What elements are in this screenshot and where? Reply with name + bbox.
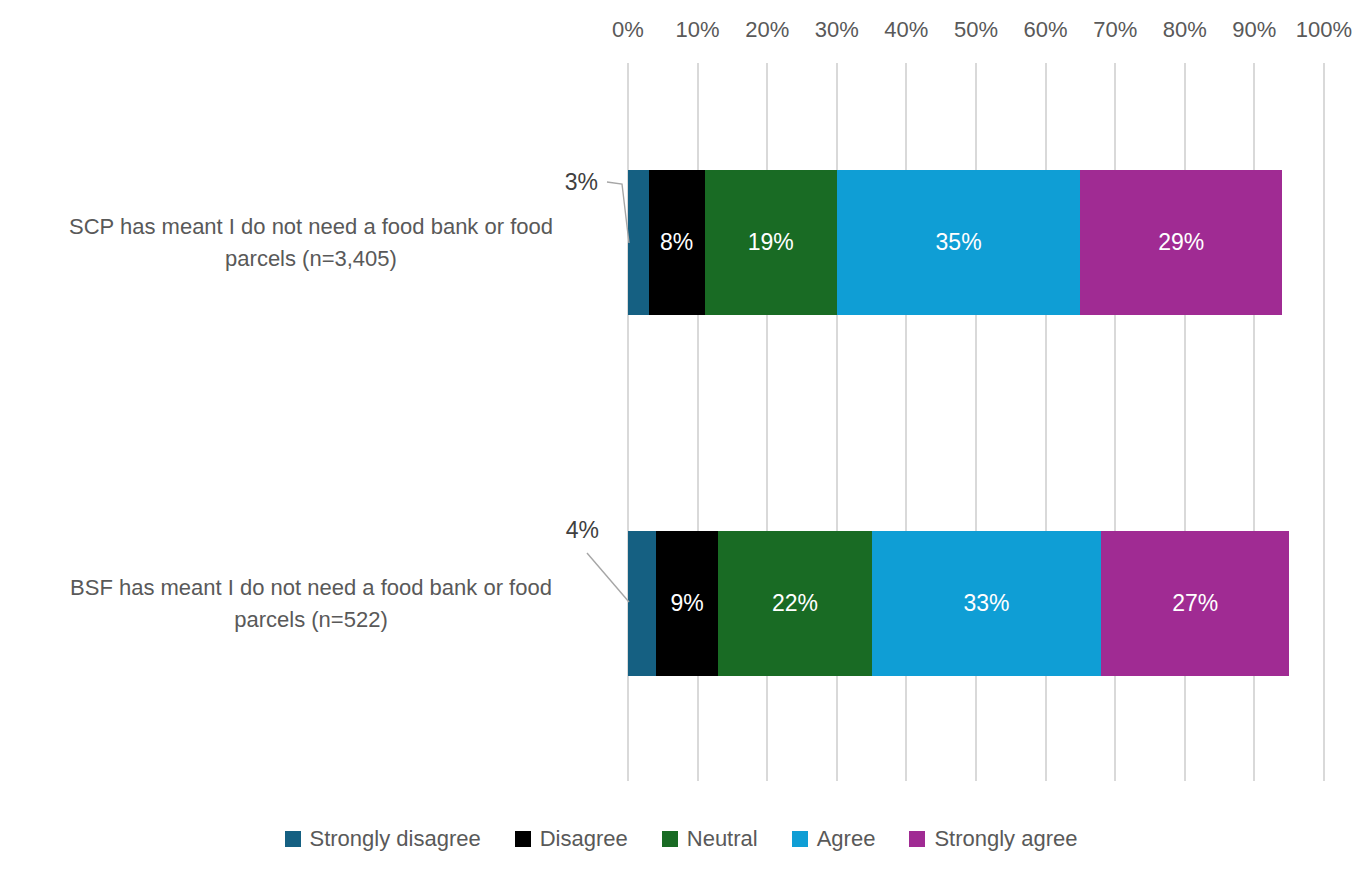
legend-item-strongly-agree: Strongly agree	[909, 826, 1077, 852]
bar-segment-disagree: 8%	[649, 170, 705, 315]
plot-area: 8% 19% 35% 29% 9% 22% 33% 27%	[628, 63, 1324, 781]
data-label: 22%	[772, 590, 818, 617]
data-label: 19%	[748, 229, 794, 256]
x-axis-tick-label: 70%	[1093, 17, 1137, 43]
category-label-line: parcels (n=3,405)	[10, 243, 612, 275]
data-label-callout: 4%	[566, 517, 599, 544]
bar-segment-strongly-agree: 29%	[1080, 170, 1282, 315]
data-label: 27%	[1172, 590, 1218, 617]
legend-label: Agree	[817, 826, 876, 852]
bar-segment-agree: 35%	[837, 170, 1081, 315]
legend-swatch-icon	[515, 831, 531, 847]
category-label-line: parcels (n=522)	[10, 604, 612, 636]
x-axis-tick-label: 90%	[1232, 17, 1276, 43]
data-label: 9%	[671, 590, 704, 617]
category-label: SCP has meant I do not need a food bank …	[10, 211, 612, 275]
bar-segment-disagree: 9%	[656, 531, 719, 676]
legend-swatch-icon	[792, 831, 808, 847]
x-axis-tick-label: 30%	[815, 17, 859, 43]
legend-item-neutral: Neutral	[662, 826, 758, 852]
x-axis-tick-label: 100%	[1296, 17, 1352, 43]
stacked-bar: 8% 19% 35% 29%	[628, 170, 1282, 315]
x-axis-tick-label: 40%	[884, 17, 928, 43]
legend-swatch-icon	[909, 831, 925, 847]
stacked-bar: 9% 22% 33% 27%	[628, 531, 1289, 676]
legend-label: Disagree	[540, 826, 628, 852]
bar-segment-agree: 33%	[872, 531, 1102, 676]
category-label: BSF has meant I do not need a food bank …	[10, 572, 612, 636]
gridline	[1323, 63, 1325, 781]
bar-segment-neutral: 19%	[705, 170, 837, 315]
data-label: 8%	[660, 229, 693, 256]
legend: Strongly disagree Disagree Neutral Agree Str…	[0, 826, 1362, 852]
data-label: 33%	[963, 590, 1009, 617]
x-axis-tick-label: 80%	[1163, 17, 1207, 43]
category-label-line: SCP has meant I do not need a food bank …	[10, 211, 612, 243]
bar-segment-neutral: 22%	[718, 531, 871, 676]
bar-segment-strongly-disagree	[628, 531, 656, 676]
legend-label: Strongly disagree	[310, 826, 481, 852]
legend-swatch-icon	[662, 831, 678, 847]
data-label: 35%	[936, 229, 982, 256]
legend-item-strongly-disagree: Strongly disagree	[285, 826, 481, 852]
legend-item-agree: Agree	[792, 826, 876, 852]
chart-container: 0% 10% 20% 30% 40% 50% 60% 70% 80% 90% 100% 8% 19% 3…	[0, 0, 1362, 870]
x-axis-tick-label: 0%	[612, 17, 644, 43]
x-axis-tick-label: 10%	[676, 17, 720, 43]
legend-item-disagree: Disagree	[515, 826, 628, 852]
legend-label: Strongly agree	[934, 826, 1077, 852]
x-axis-tick-label: 50%	[954, 17, 998, 43]
bar-segment-strongly-agree: 27%	[1101, 531, 1289, 676]
category-label-line: BSF has meant I do not need a food bank …	[10, 572, 612, 604]
legend-label: Neutral	[687, 826, 758, 852]
data-label-callout: 3%	[565, 169, 598, 196]
legend-swatch-icon	[285, 831, 301, 847]
data-label: 29%	[1158, 229, 1204, 256]
x-axis-tick-label: 20%	[745, 17, 789, 43]
bar-segment-strongly-disagree	[628, 170, 649, 315]
x-axis-tick-label: 60%	[1024, 17, 1068, 43]
